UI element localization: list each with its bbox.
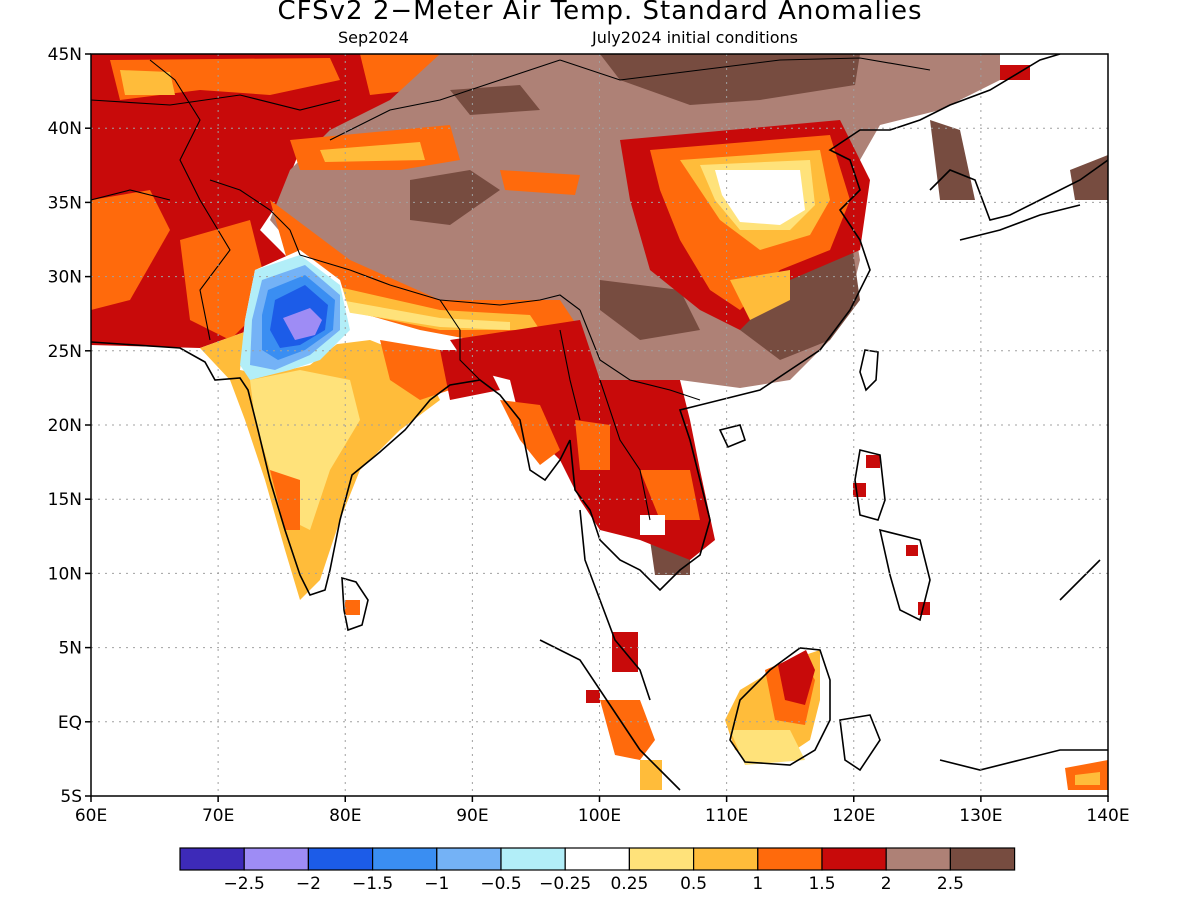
colorbar-label: −0.25 bbox=[539, 874, 591, 894]
lon-tick-label: 110E bbox=[705, 806, 748, 826]
lat-tick-label: 5S bbox=[60, 787, 82, 807]
colorbar-swatch bbox=[885, 847, 952, 871]
lat-tick-label: 15N bbox=[48, 490, 82, 510]
colorbar-swatch bbox=[372, 847, 438, 871]
lon-tick-label: 100E bbox=[578, 806, 621, 826]
colorbar-swatch bbox=[628, 847, 695, 871]
coastline-indochina bbox=[569, 54, 1061, 592]
colorbar-swatch bbox=[243, 847, 309, 871]
lat-tick-label: 10N bbox=[48, 564, 82, 584]
lon-tick-label: 70E bbox=[202, 806, 234, 826]
colorbar-swatch bbox=[949, 847, 1016, 871]
init-conditions: July2024 initial conditions bbox=[592, 28, 798, 47]
colorbar-label: −2.5 bbox=[224, 874, 265, 894]
colorbar-label: 2.5 bbox=[937, 874, 964, 894]
lon-tick-label: 60E bbox=[75, 806, 107, 826]
lat-tick-label: 40N bbox=[48, 119, 82, 139]
colorbar-swatch bbox=[564, 847, 631, 871]
lat-tick-label: 35N bbox=[48, 193, 82, 213]
colorbar-label: 2 bbox=[881, 874, 892, 894]
colorbar: −2.5 −2 −1.5 −1 −0.5 −0.25 0.25 0.5 1 1.5 2 2.5 bbox=[179, 847, 1016, 894]
colorbar-label: 0.25 bbox=[610, 874, 648, 894]
colorbar-swatch bbox=[692, 847, 759, 871]
colorbar-swatch bbox=[757, 847, 823, 871]
valid-period: Sep2024 bbox=[338, 28, 409, 47]
lat-tick-label: 25N bbox=[48, 342, 82, 362]
map-grid bbox=[91, 54, 1108, 796]
colorbar-swatch bbox=[436, 847, 502, 871]
colorbar-label: −1.5 bbox=[352, 874, 393, 894]
colorbar-swatch bbox=[307, 847, 374, 871]
borders bbox=[91, 57, 931, 521]
lon-tick-label: 120E bbox=[832, 806, 875, 826]
coastline-india bbox=[91, 341, 571, 596]
lon-axis: 60E 70E 80E 90E 100E 110E 120E 130E 140E bbox=[75, 796, 1130, 826]
colorbar-swatch bbox=[179, 847, 245, 871]
colorbar-label: 1.5 bbox=[808, 874, 835, 894]
colorbar-label: −1 bbox=[424, 874, 449, 894]
lat-tick-label: 45N bbox=[48, 45, 82, 65]
coastlines bbox=[91, 54, 1108, 791]
colorbar-swatch bbox=[500, 847, 566, 871]
lat-tick-label: 5N bbox=[58, 639, 82, 659]
coastline-borneo bbox=[729, 647, 831, 766]
lat-tick-label: 30N bbox=[48, 268, 82, 288]
anomaly-region-over-2-5 bbox=[600, 54, 860, 105]
lat-tick-label: 20N bbox=[48, 416, 82, 436]
colorbar-label: 1 bbox=[752, 874, 763, 894]
lat-axis: 45N 40N 35N 30N 25N 20N 15N 10N 5N EQ 5S bbox=[48, 45, 91, 807]
chart-title: CFSv2 2−Meter Air Temp. Standard Anomali… bbox=[277, 0, 923, 26]
lat-tick-label: EQ bbox=[58, 713, 82, 733]
colorbar-label: −2 bbox=[296, 874, 321, 894]
colorbar-swatch bbox=[821, 847, 887, 871]
colorbar-label: 0.5 bbox=[680, 874, 707, 894]
lon-tick-label: 90E bbox=[456, 806, 488, 826]
colorbar-label: −0.5 bbox=[480, 874, 521, 894]
lon-tick-label: 140E bbox=[1086, 806, 1129, 826]
lon-tick-label: 80E bbox=[329, 806, 361, 826]
lon-tick-label: 130E bbox=[959, 806, 1002, 826]
anomaly-field bbox=[91, 54, 1108, 790]
